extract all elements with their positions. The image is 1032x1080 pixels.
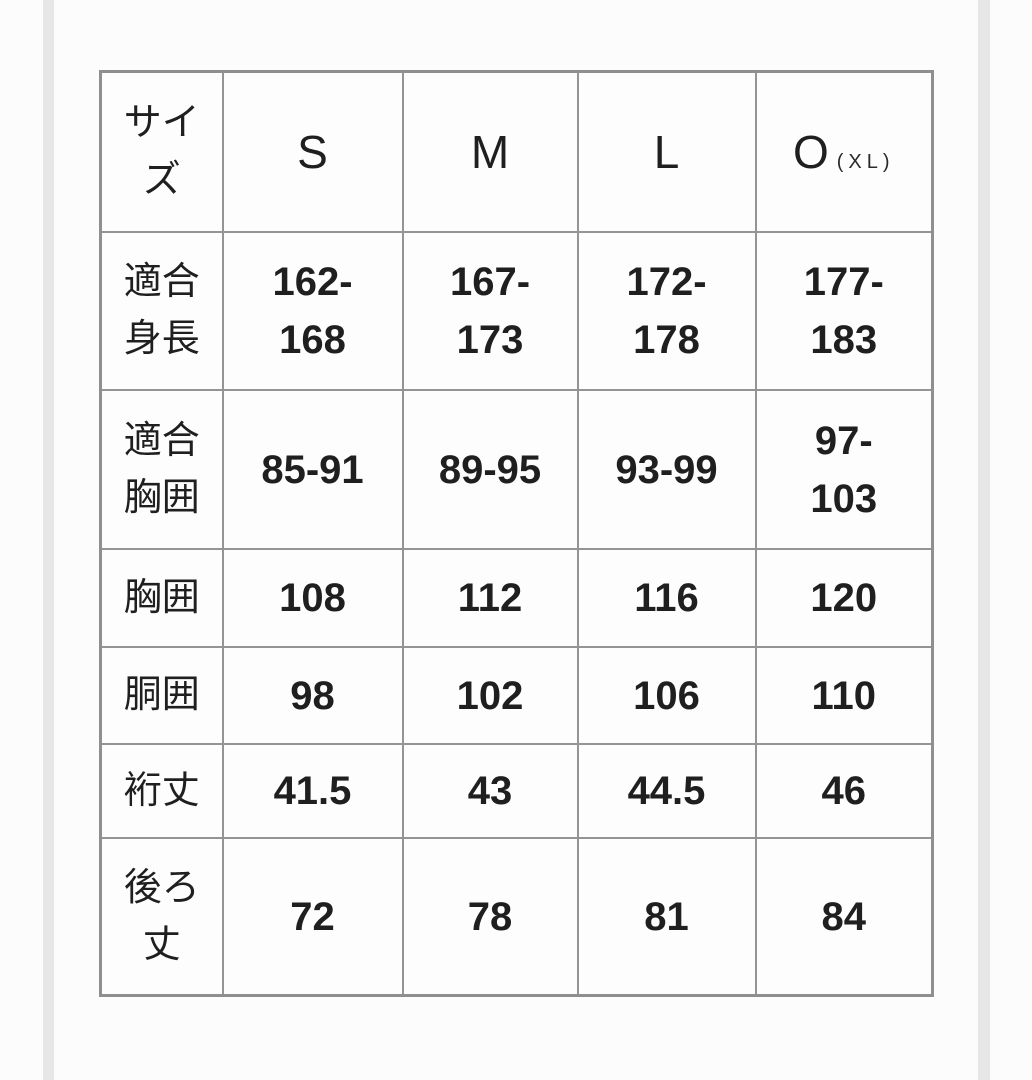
table-cell: 108 — [221, 548, 404, 648]
table-row-back-length: 後ろ 丈 72 78 81 84 — [99, 837, 934, 997]
size-corner-header: サイ ズ — [99, 70, 224, 233]
row-label: 適合 身長 — [99, 231, 224, 391]
table-cell: 44.5 — [576, 743, 757, 839]
table-cell: 172- 178 — [576, 231, 757, 391]
row-label: 後ろ 丈 — [99, 837, 224, 997]
table-header-row: サイ ズ S M L O (XL) — [99, 70, 934, 233]
table-cell: 85-91 — [221, 389, 404, 550]
table-cell: 116 — [576, 548, 757, 648]
table-cell: 177- 183 — [754, 231, 934, 391]
table-cell: 162- 168 — [221, 231, 404, 391]
table-cell: 43 — [401, 743, 579, 839]
column-header-m: M — [401, 70, 579, 233]
row-label: 裄丈 — [99, 743, 224, 839]
table-cell: 98 — [221, 646, 404, 745]
table-cell: 97- 103 — [754, 389, 934, 550]
row-label: 胴囲 — [99, 646, 224, 745]
column-header-l: L — [576, 70, 757, 233]
table-cell: 106 — [576, 646, 757, 745]
size-chart-table: サイ ズ S M L O (XL) 適合 身長 162- 168 167- 173… — [99, 70, 934, 997]
table-row-sleeve-length: 裄丈 41.5 43 44.5 46 — [99, 743, 934, 839]
table-cell: 78 — [401, 837, 579, 997]
table-cell: 89-95 — [401, 389, 579, 550]
table-cell: 120 — [754, 548, 934, 648]
column-header-o-main: O — [792, 126, 829, 178]
table-cell: 102 — [401, 646, 579, 745]
column-header-o-sub: (XL) — [836, 151, 895, 173]
table-row-chest: 胸囲 108 112 116 120 — [99, 548, 934, 648]
row-label: 胸囲 — [99, 548, 224, 648]
table-cell: 41.5 — [221, 743, 404, 839]
table-cell: 84 — [754, 837, 934, 997]
table-cell: 46 — [754, 743, 934, 839]
left-edge-strip — [43, 0, 54, 1080]
table-row-waist: 胴囲 98 102 106 110 — [99, 646, 934, 745]
row-label: 適合 胸囲 — [99, 389, 224, 550]
table-row-fit-height: 適合 身長 162- 168 167- 173 172- 178 177- 18… — [99, 231, 934, 391]
table-cell: 112 — [401, 548, 579, 648]
table-cell: 167- 173 — [401, 231, 579, 391]
table-cell: 110 — [754, 646, 934, 745]
table-row-fit-chest: 適合 胸囲 85-91 89-95 93-99 97- 103 — [99, 389, 934, 550]
column-header-o-xl: O (XL) — [754, 70, 934, 233]
table-cell: 81 — [576, 837, 757, 997]
table-cell: 72 — [221, 837, 404, 997]
column-header-s: S — [221, 70, 404, 233]
table-cell: 93-99 — [576, 389, 757, 550]
right-edge-strip — [978, 0, 990, 1080]
